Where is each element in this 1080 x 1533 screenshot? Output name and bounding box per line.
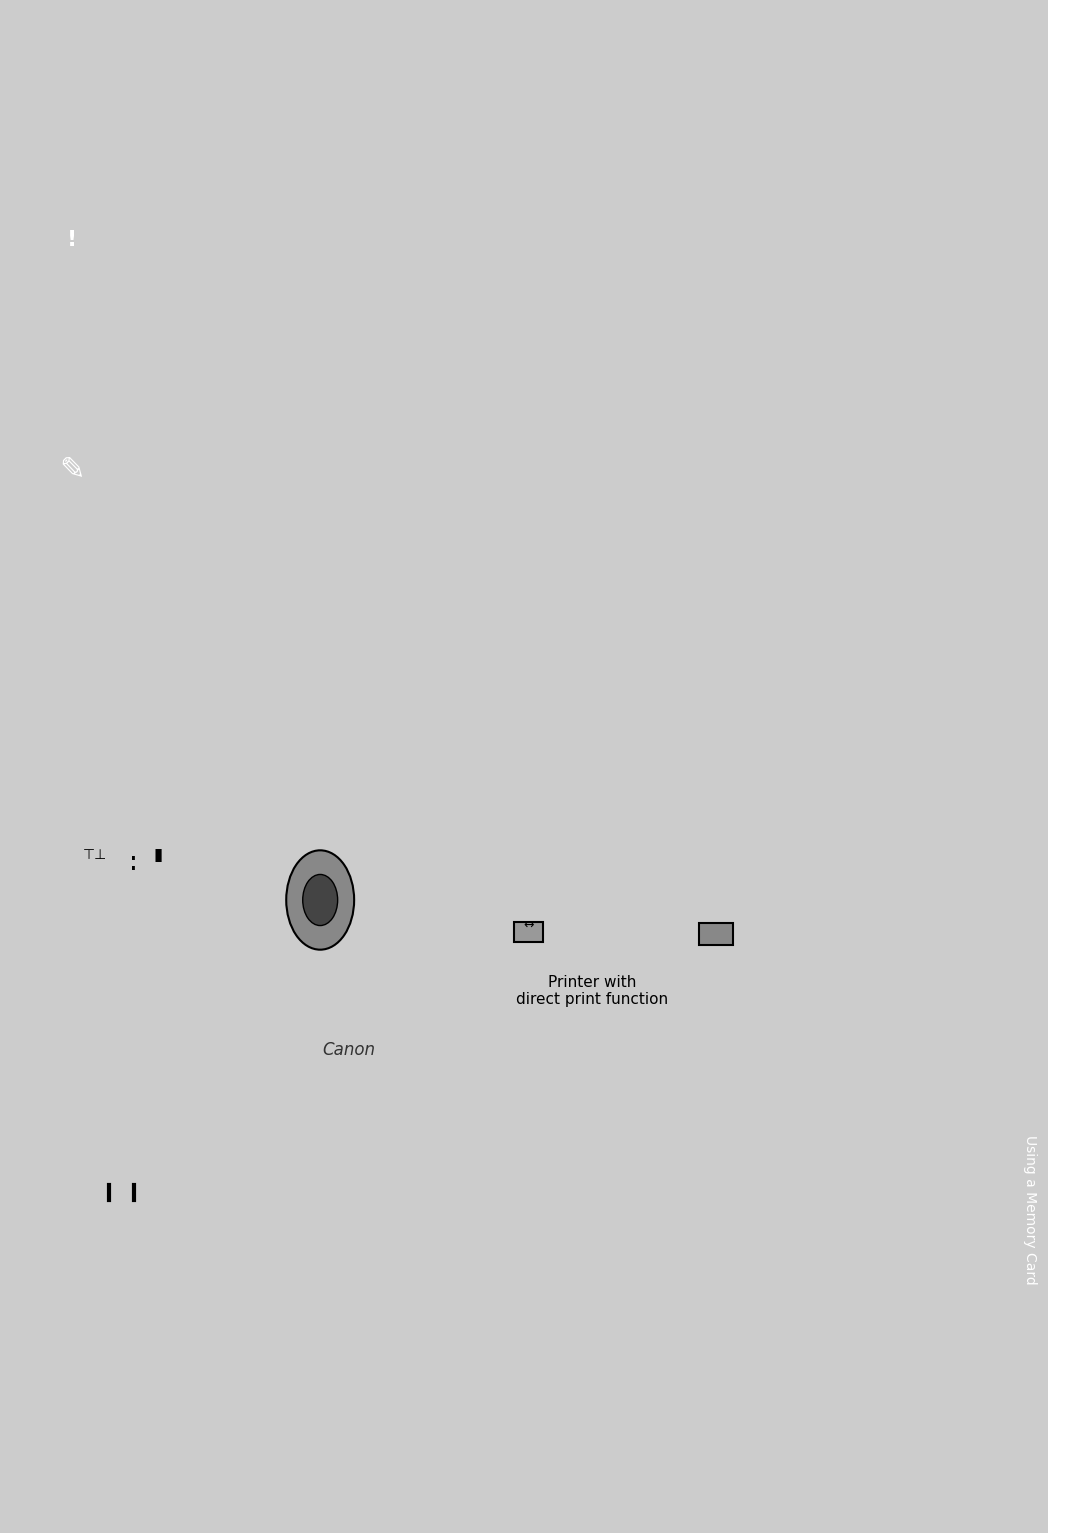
Text: ↔: ↔ <box>524 918 534 932</box>
Bar <box>39 90 941 100</box>
Bar <box>39 100 941 107</box>
Text: Using a Memory Card: Using a Memory Card <box>1024 1134 1038 1285</box>
FancyBboxPatch shape <box>39 800 950 1229</box>
FancyBboxPatch shape <box>189 931 267 1019</box>
Bar <box>1014 1070 1048 1351</box>
Text: be performed correctly.: be performed correctly. <box>117 242 350 261</box>
FancyBboxPatch shape <box>78 835 131 875</box>
FancyBboxPatch shape <box>514 921 543 941</box>
Text: ⎘: ⎘ <box>851 41 866 64</box>
Text: Printing with the Direct Print Function: Printing with the Direct Print Function <box>49 38 827 72</box>
Circle shape <box>302 874 338 926</box>
Circle shape <box>286 851 354 949</box>
FancyBboxPatch shape <box>835 25 883 80</box>
Text: ○ Observe the following precautions during printing, otherwise printing may not: ○ Observe the following precautions duri… <box>117 215 843 233</box>
FancyBboxPatch shape <box>45 210 99 270</box>
Text: ○ The direct print function is supported by Canon Card Photo Printers with the: ○ The direct print function is supported… <box>117 445 824 463</box>
Text: print function. Options for the [Style] category will differ slightly depending : print function. Options for the [Style] … <box>117 688 848 707</box>
FancyBboxPatch shape <box>456 920 481 935</box>
Text: ○ Refer to the instruction manual of each printer for information on which: ○ Refer to the instruction manual of eac… <box>117 500 785 517</box>
FancyBboxPatch shape <box>699 923 732 944</box>
Text: Connecting the Printer to the Camcorder: Connecting the Printer to the Camcorder <box>49 748 626 773</box>
Text: ○ Refer also to the instruction manual of the respective printer.: ○ Refer also to the instruction manual o… <box>117 635 691 652</box>
FancyBboxPatch shape <box>891 25 940 80</box>
Text: .: . <box>130 839 138 866</box>
Text: The Card Photo Printers CP-10 and CP-100 are supplied with two direct: The Card Photo Printers CP-10 and CP-100… <box>117 553 777 570</box>
Text: function. The Direct Print function can also be used with the print order settin: function. The Direct Print function can … <box>49 149 799 167</box>
Text: ▮: ▮ <box>153 846 163 865</box>
Text: E: E <box>1021 159 1036 179</box>
Text: ✏: ✏ <box>906 43 924 63</box>
Polygon shape <box>55 222 90 261</box>
FancyBboxPatch shape <box>138 835 177 875</box>
Text: interface cables. Use the cable with the USB logo on the connector (DIF-100).: interface cables. Use the cable with the… <box>117 579 839 598</box>
Text: the printer.: the printer. <box>117 714 240 733</box>
Text: You can print still images by connecting the camcorder to a printer with Direct : You can print still images by connecting… <box>49 118 834 136</box>
Text: - Do not remove the memory card.: - Do not remove the memory card. <box>146 350 459 368</box>
Text: Canon: Canon <box>323 1041 376 1059</box>
Text: - Do not detach the cable.: - Do not detach the cable. <box>146 323 381 340</box>
Text: - Do not turn off the camcorder or the printer.: - Do not turn off the camcorder or the p… <box>146 268 557 287</box>
Text: 1. Turn off the camcorder and insert a memory card that contains still images.: 1. Turn off the camcorder and insert a m… <box>49 1260 879 1279</box>
Text: - Do not change the position of the TAPE/CARD switch.: - Do not change the position of the TAPE… <box>146 296 637 314</box>
Bar <box>39 780 950 788</box>
Text: interface cable to use with the camcorder.: interface cable to use with the camcorde… <box>117 526 522 544</box>
Text: ✎: ✎ <box>59 455 84 484</box>
Text: !: ! <box>67 230 77 250</box>
Bar <box>1009 140 1048 199</box>
Text: 121: 121 <box>907 1492 941 1510</box>
Text: .: . <box>130 848 138 875</box>
Circle shape <box>272 829 368 970</box>
Text: ○ Still images not recorded with this camcorder may not be printed correctly on : ○ Still images not recorded with this ca… <box>117 377 858 396</box>
Text: Bubble Jet Printer with direct print function.: Bubble Jet Printer with direct print fun… <box>117 405 531 422</box>
Text: ☑ logo and Canon Bubble Jet Printers with the ▮ logo.: ☑ logo and Canon Bubble Jet Printers wit… <box>117 472 620 491</box>
Text: ⊤⊥: ⊤⊥ <box>83 848 107 862</box>
Text: ○ We recommend powering the camcorder from a household power source.: ○ We recommend powering the camcorder fr… <box>117 607 802 625</box>
Text: ○ The screenshots in this section are examples taken from a printer with direct: ○ The screenshots in this section are ex… <box>117 661 834 679</box>
Text: 2. Connect a power source to the printer and turn on the printer.: 2. Connect a power source to the printer… <box>49 1295 735 1314</box>
Text: Printer with
direct print function: Printer with direct print function <box>516 975 667 1007</box>
Text: (∖1 119).: (∖1 119). <box>49 178 135 198</box>
